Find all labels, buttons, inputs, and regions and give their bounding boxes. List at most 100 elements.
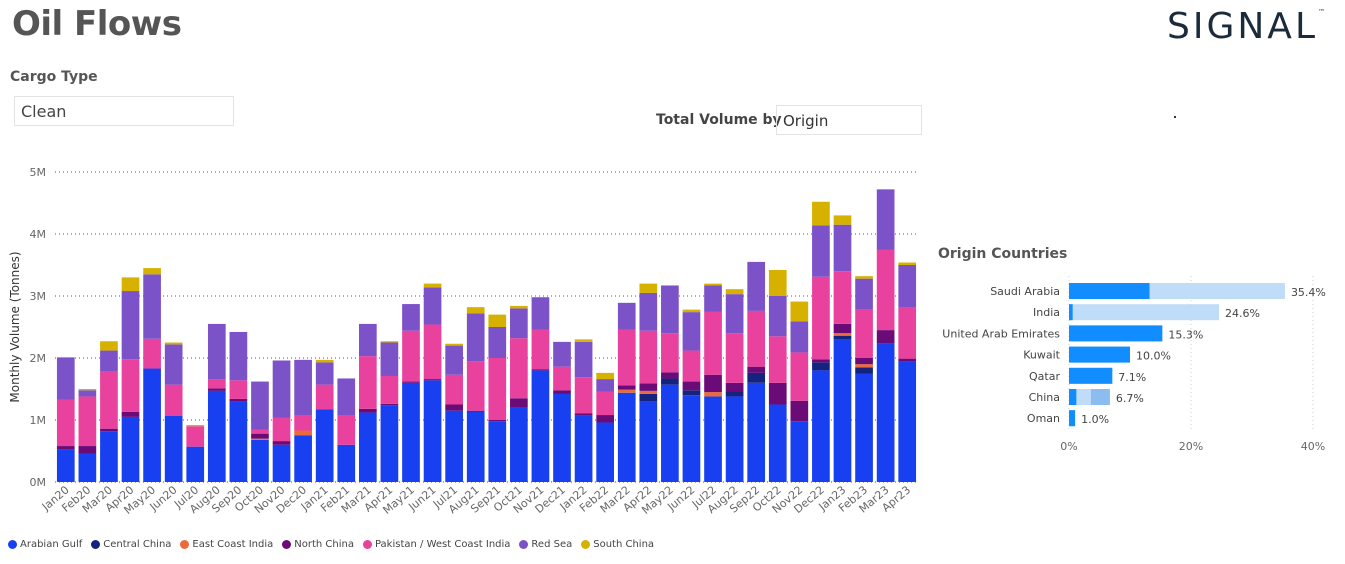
bar-segment [121,277,140,292]
category-label: India [1033,306,1060,319]
bar-segment [100,428,118,432]
origin-countries-chart: 0% 20% 40% Saudi Arabia 35.4% India 24.6% Unite… [942,276,1326,453]
bar-segment [574,377,593,414]
bar-segment [855,358,873,365]
trademark-mark: ™ [1318,8,1325,16]
bar-segment [207,388,226,391]
bar-segment [294,435,312,482]
bar-segment [833,339,852,482]
bar-segment [207,323,226,380]
bar-segment [531,369,550,371]
bar-segment [229,331,248,381]
bar-segment [790,352,809,401]
bar-segment [466,361,485,411]
bar-segment [315,359,334,363]
legend-label: North China [294,539,354,550]
bar-segment [380,341,399,343]
bar-segment [898,358,917,362]
bar-segment [380,375,399,404]
bar-segment [747,261,766,311]
x-tick-label: 0% [1060,440,1077,453]
bar-segment [617,392,636,482]
bar-highlight [1069,389,1077,405]
bar-segment [574,341,593,378]
origin-countries-title: Origin Countries [938,246,1068,262]
value-label: 15.3% [1168,328,1203,341]
bar-segment [251,433,269,439]
bar-segment [229,398,248,402]
y-tick-label: 3M [30,290,47,303]
bar-highlight [1069,283,1150,299]
bar-highlight [1069,304,1073,321]
bar-segment [315,409,334,482]
bar-segment [100,431,118,482]
bar-segment [78,446,97,454]
legend-swatch [282,540,292,549]
legend-item[interactable]: South China [581,539,654,550]
total-volume-by-label: Total Volume by [656,112,782,128]
bar-segment [553,366,571,391]
legend-item[interactable]: Arabian Gulf [8,539,82,550]
bar-segment [466,411,485,482]
bar-segment [682,350,701,382]
bar-segment [876,189,895,250]
total-volume-by-dropdown[interactable]: Origin [776,105,922,135]
bar-segment [812,276,830,360]
bar-segment [747,310,766,367]
bar-segment [315,362,334,385]
bar-segment [164,342,183,345]
legend-swatch [180,540,190,549]
bar-segment [272,417,291,442]
bar-segment [229,380,248,399]
bar-segment [639,330,658,384]
bar-segment [574,339,593,342]
bar-segment [833,215,852,225]
bar-segment [790,321,809,353]
bar-segment [855,367,873,374]
bar-segment [121,416,140,482]
legend-item[interactable]: North China [282,539,354,550]
bar-segment [186,424,205,427]
bar-segment [56,449,75,482]
bar-segment [725,396,744,482]
x-tick-label: 20% [1179,440,1203,453]
category-label: China [1029,391,1060,404]
bar-segment [186,426,205,447]
category-label: Saudi Arabia [990,285,1060,298]
legend-label: South China [593,539,655,550]
bar-segment [358,412,377,482]
bar-segment [56,399,75,447]
legend-item[interactable]: Pakistan / West Coast India [362,539,510,550]
legend-item[interactable]: East Coast India [180,539,273,550]
bar-segment [898,361,917,482]
bar-segment [682,309,701,313]
signal-logo: SIGNAL™ [1167,6,1325,47]
bar-segment [617,389,636,393]
bar-segment [510,308,528,339]
bar-segment [143,368,161,482]
legend-swatch [581,540,591,549]
bar-highlight [1069,367,1113,384]
bar-segment [466,307,485,314]
y-axis-label: Monthly Volume (Tonnes) [8,251,22,402]
bar-segment [747,372,766,383]
legend-item[interactable]: Red Sea [519,539,572,550]
bar-segment [704,283,722,286]
bar-segment [596,372,615,380]
cargo-type-dropdown[interactable]: Clean [14,96,234,126]
bar-segment [898,262,917,265]
bar-segment [833,335,852,340]
bar-segment [704,311,722,375]
bar-segment [725,382,744,392]
logo-text: SIGNAL [1167,6,1318,47]
legend-item[interactable]: Central China [91,539,171,550]
bar-segment [78,453,97,482]
legend-label: Central China [103,539,172,550]
bar-segment [704,285,722,312]
bar-segment [143,338,161,369]
bar-segment [639,283,658,293]
bar-segment [380,403,399,406]
bar-segment [682,395,701,482]
bar-segment [164,384,183,416]
bar-segment [898,307,917,359]
